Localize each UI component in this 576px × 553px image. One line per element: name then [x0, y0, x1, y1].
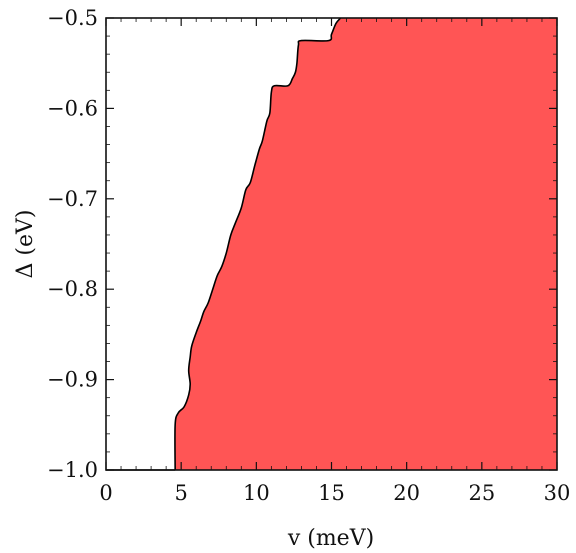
stable-region-fill	[174, 18, 557, 470]
x-tick-label: 15	[318, 481, 345, 505]
x-tick-label: 10	[243, 481, 270, 505]
y-tick-label: −0.6	[47, 96, 98, 120]
x-axis-label: v (meV)	[287, 526, 374, 551]
y-tick-label: −0.7	[47, 187, 98, 211]
y-axis-label: Δ (eV)	[13, 210, 38, 279]
plot-area	[106, 17, 557, 471]
x-tick-label: 30	[544, 481, 571, 505]
axes: 0 5 10 15 20 25 30 −1.0 −0.9 −0.8 −0.7 −0.6 −0.5	[47, 6, 570, 505]
y-tick-label: −0.8	[47, 277, 98, 301]
y-tick-label: −0.5	[47, 6, 98, 30]
y-tick-label: −0.9	[47, 368, 98, 392]
x-tick-label: 20	[393, 481, 420, 505]
y-tick-label: −1.0	[47, 458, 98, 482]
x-tick-label: 25	[468, 481, 495, 505]
x-tick-label: 0	[99, 481, 112, 505]
region-boundary-line	[174, 17, 342, 471]
x-tick-label: 5	[174, 481, 187, 505]
